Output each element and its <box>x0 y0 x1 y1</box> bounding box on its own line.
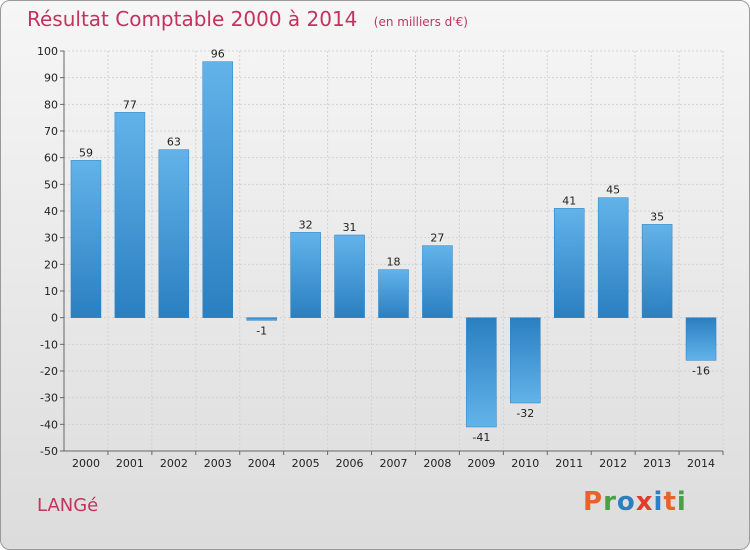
bar-2009 <box>466 317 497 428</box>
logo-letter: o <box>616 487 636 517</box>
logo-letter: t <box>663 487 677 517</box>
data-label-2014: -16 <box>692 364 710 377</box>
x-tick-label: 2012 <box>599 457 627 470</box>
bar-2001 <box>114 112 146 318</box>
bar-2013 <box>641 224 673 318</box>
data-labels: 59 77 63 96 -1 32 31 18 27 -41 -32 41 45 35 -16 <box>79 48 710 444</box>
y-tick-label: -20 <box>40 365 58 378</box>
bar-2010 <box>510 317 541 404</box>
data-label-2003: 96 <box>211 48 225 61</box>
proxiti-logo[interactable]: Proxiti <box>583 487 687 517</box>
logo-letter: r <box>603 487 617 517</box>
bar-2004 <box>246 317 277 321</box>
y-tick-label: 60 <box>44 152 58 165</box>
x-tick-label: 2008 <box>423 457 451 470</box>
data-label-2007: 18 <box>387 256 401 269</box>
data-label-2005: 32 <box>299 218 313 231</box>
x-tick-label: 2000 <box>72 457 100 470</box>
data-label-2001: 77 <box>123 98 137 111</box>
y-tick-label: -10 <box>40 338 58 351</box>
data-label-2006: 31 <box>343 221 357 234</box>
chart-subtitle: (en milliers d'€) <box>373 15 468 29</box>
bars <box>70 61 717 428</box>
y-tick-label: -50 <box>40 445 58 458</box>
bar-2011 <box>553 208 585 318</box>
bar-2006 <box>334 234 365 318</box>
x-tick-label: 2007 <box>380 457 408 470</box>
data-label-2013: 35 <box>650 210 664 223</box>
y-tick-label: -30 <box>40 392 58 405</box>
x-tick-label: 2009 <box>467 457 495 470</box>
x-tick-label: 2004 <box>248 457 276 470</box>
logo-letter: i <box>676 487 687 517</box>
logo-letter: P <box>583 487 604 517</box>
data-label-2004: -1 <box>256 324 267 337</box>
y-tick-label: 0 <box>51 312 58 325</box>
data-label-2000: 59 <box>79 146 93 159</box>
logo-letter: x <box>635 487 654 517</box>
y-tick-label: -40 <box>40 418 58 431</box>
y-tick-label: 70 <box>44 125 58 138</box>
bar-2002 <box>158 149 190 318</box>
bar-2003 <box>202 61 234 318</box>
x-tick-label: 2011 <box>555 457 583 470</box>
chart-title: Résultat Comptable 2000 à 2014 <box>27 7 358 31</box>
y-tick-label: 80 <box>44 98 58 111</box>
axes: -50 -40 -30 -20 -10 0 10 20 30 40 50 60 70 80 90 100 200… <box>37 45 724 470</box>
x-tick-label: 2014 <box>687 457 715 470</box>
y-tick-label: 20 <box>44 258 58 271</box>
y-tick-label: 10 <box>44 285 58 298</box>
bar-2007 <box>378 269 409 318</box>
bar-2000 <box>70 160 102 318</box>
y-tick-label: 50 <box>44 178 58 191</box>
chart-title-block: Résultat Comptable 2000 à 2014 (en milli… <box>27 7 468 31</box>
y-tick-label: 100 <box>37 45 58 58</box>
x-tick-label: 2003 <box>204 457 232 470</box>
bar-2005 <box>290 232 321 318</box>
x-tick-label: 2010 <box>511 457 539 470</box>
bar-2012 <box>597 197 629 318</box>
x-tick-label: 2013 <box>643 457 671 470</box>
data-label-2011: 41 <box>562 194 576 207</box>
x-tick-label: 2005 <box>292 457 320 470</box>
bar-2008 <box>422 245 453 318</box>
x-tick-label: 2002 <box>160 457 188 470</box>
y-tick-label: 30 <box>44 232 58 245</box>
y-tick-label: 40 <box>44 205 58 218</box>
logo-letter: i <box>653 487 664 517</box>
place-name: LANGé <box>37 495 99 516</box>
data-label-2009: -41 <box>472 431 490 444</box>
data-label-2010: -32 <box>516 407 534 420</box>
bar-2014 <box>685 317 717 361</box>
data-label-2002: 63 <box>167 136 181 149</box>
data-label-2012: 45 <box>606 184 620 197</box>
y-tick-label: 90 <box>44 72 58 85</box>
x-tick-label: 2001 <box>116 457 144 470</box>
data-label-2008: 27 <box>430 232 444 245</box>
x-tick-label: 2006 <box>336 457 364 470</box>
